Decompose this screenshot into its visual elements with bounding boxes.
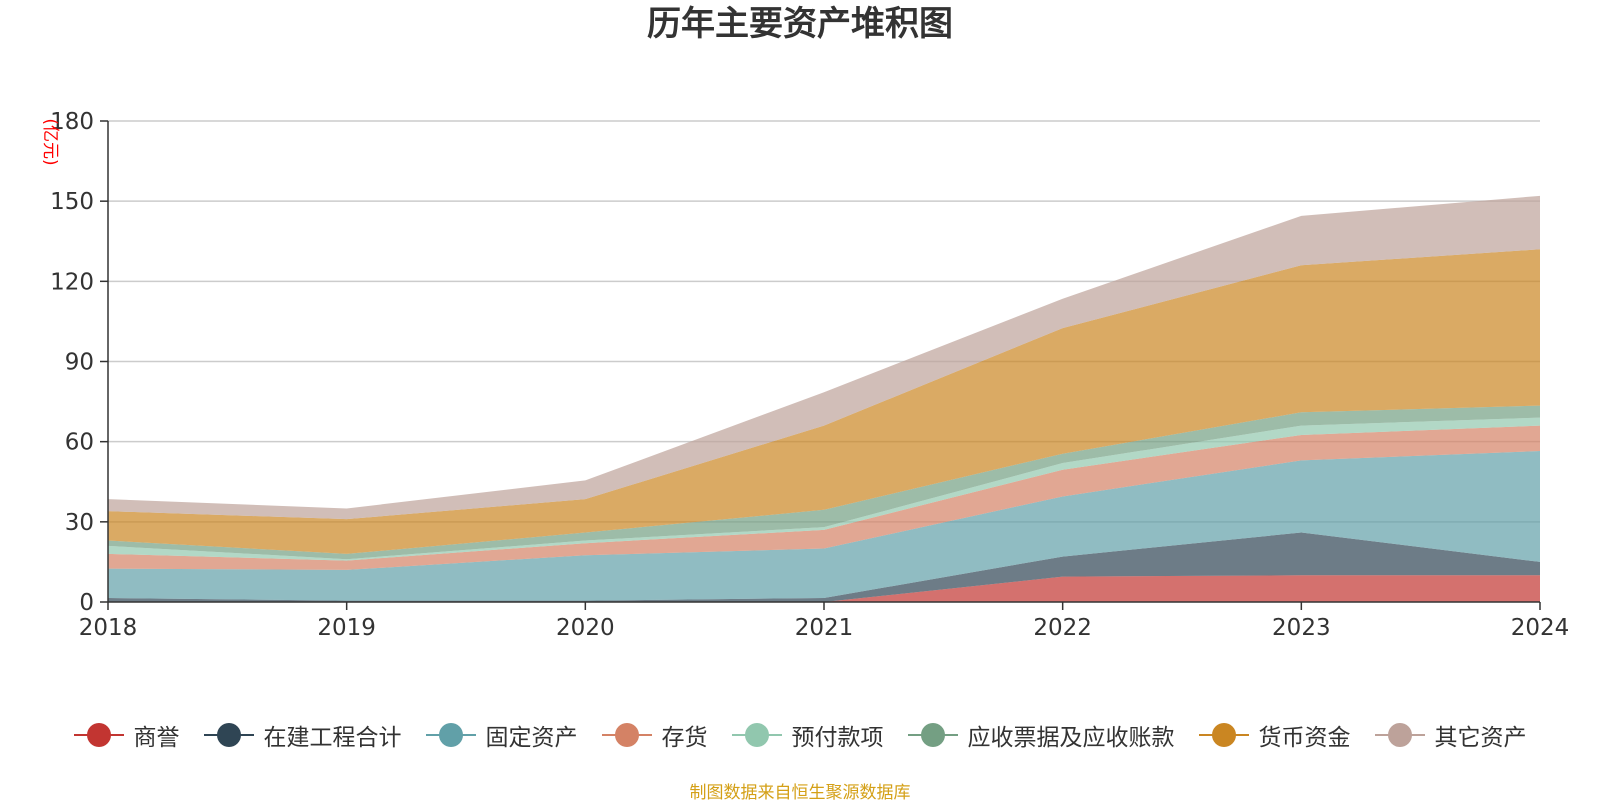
x-tick-label-2024: 2024 bbox=[1511, 615, 1570, 641]
x-tick-label-2023: 2023 bbox=[1272, 615, 1331, 641]
area-series-6 bbox=[108, 249, 1540, 554]
source-note: 制图数据来自恒生聚源数据库 bbox=[689, 783, 911, 803]
y-tick-label-30: 30 bbox=[65, 510, 94, 536]
legend-label: 预付款项 bbox=[791, 725, 884, 751]
y-tick-label-120: 120 bbox=[50, 269, 94, 295]
legend-marker-icon bbox=[731, 722, 782, 748]
legend-marker-icon bbox=[1374, 722, 1425, 748]
legend-marker-icon bbox=[73, 722, 124, 748]
axes: 0 30 60 90 120 150 180 2018 2019 2020 2021 2022 2023… bbox=[50, 109, 1569, 641]
legend-marker-icon bbox=[203, 722, 254, 748]
legend-label: 商誉 bbox=[133, 725, 180, 751]
x-tick-label-2022: 2022 bbox=[1033, 615, 1092, 641]
legend: 商誉 在建工程合计 固定资产 存货 预付款项 应收票据及应收账款 货币资金 其它资产 bbox=[0, 718, 1600, 752]
area-series bbox=[108, 195, 1540, 602]
legend-item-2[interactable]: 固定资产 bbox=[425, 718, 578, 752]
area-series-3 bbox=[108, 425, 1540, 570]
x-tick-label-2021: 2021 bbox=[795, 615, 854, 641]
area-series-5 bbox=[108, 405, 1540, 560]
area-series-2 bbox=[108, 451, 1540, 601]
y-unit-label: (亿元) bbox=[40, 118, 60, 165]
legend-item-6[interactable]: 货币资金 bbox=[1198, 718, 1351, 752]
legend-marker-icon bbox=[907, 722, 958, 748]
y-tick-label-180: 180 bbox=[50, 109, 94, 135]
x-tick-label-2019: 2019 bbox=[317, 615, 376, 641]
legend-item-4[interactable]: 预付款项 bbox=[731, 718, 884, 752]
legend-label: 存货 bbox=[661, 725, 708, 751]
legend-label: 其它资产 bbox=[1434, 725, 1527, 751]
legend-label: 应收票据及应收账款 bbox=[967, 725, 1175, 751]
area-series-0 bbox=[108, 575, 1540, 602]
x-tick-label-2018: 2018 bbox=[79, 615, 138, 641]
area-series-1 bbox=[108, 532, 1540, 602]
legend-item-1[interactable]: 在建工程合计 bbox=[203, 718, 402, 752]
legend-item-7[interactable]: 其它资产 bbox=[1374, 718, 1527, 752]
y-tick-label-0: 0 bbox=[79, 590, 94, 616]
legend-label: 固定资产 bbox=[485, 725, 578, 751]
legend-item-3[interactable]: 存货 bbox=[601, 718, 708, 752]
legend-label: 货币资金 bbox=[1258, 725, 1351, 751]
y-tick-label-60: 60 bbox=[65, 430, 94, 456]
legend-marker-icon bbox=[425, 722, 476, 748]
x-tick-label-2020: 2020 bbox=[556, 615, 615, 641]
y-tick-label-150: 150 bbox=[50, 189, 94, 215]
legend-item-5[interactable]: 应收票据及应收账款 bbox=[907, 718, 1175, 752]
legend-marker-icon bbox=[1198, 722, 1249, 748]
legend-item-0[interactable]: 商誉 bbox=[73, 718, 180, 752]
legend-marker-icon bbox=[601, 722, 652, 748]
legend-label: 在建工程合计 bbox=[263, 725, 402, 751]
y-tick-label-90: 90 bbox=[65, 350, 94, 376]
area-series-7 bbox=[108, 195, 1540, 520]
chart-title: 历年主要资产堆积图 bbox=[647, 4, 953, 44]
